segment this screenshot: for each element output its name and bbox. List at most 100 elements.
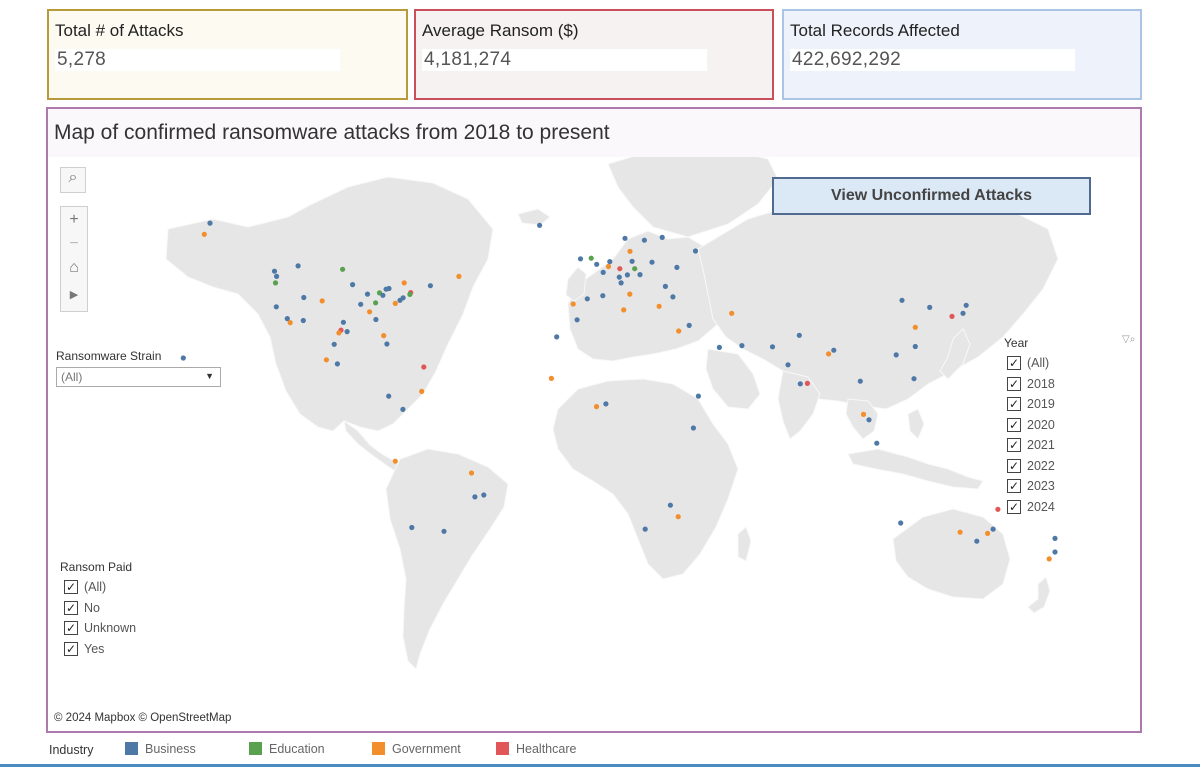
attack-point-business[interactable] — [618, 280, 624, 286]
checkbox-checked-icon[interactable]: ✓ — [1007, 397, 1021, 411]
checkbox-checked-icon[interactable]: ✓ — [64, 621, 78, 635]
attack-point-business[interactable] — [670, 294, 676, 300]
attack-point-business[interactable] — [603, 401, 609, 407]
attack-point-government[interactable] — [656, 303, 662, 309]
attack-point-business[interactable] — [616, 274, 622, 280]
attack-point-business[interactable] — [358, 301, 364, 307]
attack-point-government[interactable] — [367, 309, 373, 315]
attack-point-government[interactable] — [336, 330, 342, 336]
year-option[interactable]: ✓ 2023 — [1005, 478, 1055, 499]
attack-point-business[interactable] — [785, 362, 791, 368]
year-option[interactable]: ✓ (All) — [1005, 355, 1055, 376]
attack-point-business[interactable] — [960, 310, 966, 316]
attack-point-government[interactable] — [860, 411, 867, 417]
attack-point-business[interactable] — [600, 293, 606, 299]
checkbox-checked-icon[interactable]: ✓ — [64, 600, 78, 615]
attack-point-government[interactable] — [605, 263, 612, 270]
attack-point-education[interactable] — [632, 266, 638, 272]
attack-point-business[interactable] — [912, 343, 918, 350]
checkbox-checked-icon[interactable]: ✓ — [1007, 417, 1021, 432]
attack-point-government[interactable] — [401, 280, 407, 286]
checkbox-checked-icon[interactable]: ✓ — [64, 641, 78, 656]
attack-point-business[interactable] — [716, 344, 723, 350]
attack-point-business[interactable] — [866, 417, 872, 423]
attack-point-education[interactable] — [272, 280, 279, 286]
attack-point-business[interactable] — [857, 378, 863, 384]
attack-point-business[interactable] — [649, 259, 655, 265]
attack-point-business[interactable] — [409, 524, 415, 531]
attack-point-business[interactable] — [295, 263, 301, 269]
attack-point-business[interactable] — [344, 329, 350, 335]
attack-point-healthcare[interactable] — [421, 364, 427, 370]
attack-point-business[interactable] — [1052, 549, 1058, 555]
attack-point-government[interactable] — [468, 470, 475, 476]
attack-point-business[interactable] — [695, 393, 702, 399]
attack-point-government[interactable] — [627, 291, 633, 297]
attack-point-business[interactable] — [481, 492, 487, 498]
attack-point-business[interactable] — [600, 269, 606, 275]
attack-point-government[interactable] — [593, 404, 600, 410]
attack-point-government[interactable] — [323, 357, 329, 363]
attack-point-education[interactable] — [340, 266, 346, 272]
attack-point-government[interactable] — [570, 301, 576, 307]
attack-point-government[interactable] — [676, 328, 682, 334]
attack-point-healthcare[interactable] — [995, 506, 1001, 512]
attack-point-business[interactable] — [674, 264, 680, 270]
checkbox-checked-icon[interactable]: ✓ — [1007, 356, 1021, 370]
year-option[interactable]: ✓ 2024 — [1005, 499, 1055, 520]
checkbox-checked-icon[interactable]: ✓ — [64, 580, 78, 594]
expand-toolbar-button[interactable]: ▶ — [64, 285, 84, 305]
attack-point-government[interactable] — [381, 333, 387, 339]
attack-point-business[interactable] — [427, 283, 433, 289]
reset-map-button[interactable]: ⌂ — [64, 258, 84, 278]
attack-point-healthcare[interactable] — [617, 266, 623, 272]
attack-point-government[interactable] — [1046, 556, 1052, 562]
attack-point-business[interactable] — [554, 334, 560, 340]
attack-point-business[interactable] — [831, 347, 837, 353]
ransom-paid-option[interactable]: ✓ Unknown — [62, 620, 136, 641]
attack-point-government[interactable] — [456, 273, 462, 279]
attack-point-business[interactable] — [893, 352, 899, 358]
attack-point-government[interactable] — [287, 320, 293, 326]
attack-point-government[interactable] — [392, 300, 398, 306]
attack-point-business[interactable] — [641, 237, 648, 243]
map-attribution[interactable]: © 2024 Mapbox © OpenStreetMap — [54, 712, 232, 724]
checkbox-checked-icon[interactable]: ✓ — [1007, 458, 1021, 473]
attack-point-business[interactable] — [624, 272, 631, 278]
attack-point-business[interactable] — [380, 292, 386, 298]
ransom-paid-option[interactable]: ✓ No — [62, 600, 136, 621]
attack-point-business[interactable] — [584, 296, 590, 302]
filter-search-icon[interactable]: ▽⌕ — [1122, 334, 1136, 345]
zoom-in-button[interactable]: + — [64, 210, 84, 230]
year-option[interactable]: ✓ 2020 — [1005, 417, 1055, 438]
attack-point-business[interactable] — [472, 494, 478, 500]
attack-point-business[interactable] — [364, 291, 371, 297]
strain-dropdown[interactable]: (All) ▼ — [56, 367, 221, 387]
attack-point-business[interactable] — [340, 319, 346, 325]
attack-point-business[interactable] — [274, 273, 280, 279]
year-option[interactable]: ✓ 2019 — [1005, 396, 1055, 417]
year-option[interactable]: ✓ 2021 — [1005, 437, 1055, 458]
attack-point-business[interactable] — [796, 332, 802, 338]
attack-point-government[interactable] — [729, 310, 735, 316]
attack-point-business[interactable] — [284, 316, 290, 322]
year-option[interactable]: ✓ 2022 — [1005, 458, 1055, 479]
attack-point-government[interactable] — [912, 324, 918, 330]
attack-point-business[interactable] — [692, 248, 699, 254]
attack-point-business[interactable] — [441, 528, 447, 534]
attack-point-business[interactable] — [642, 526, 648, 532]
attack-point-government[interactable] — [548, 375, 554, 381]
attack-point-business[interactable] — [577, 256, 584, 262]
attack-point-business[interactable] — [990, 526, 996, 532]
attack-point-education[interactable] — [373, 300, 379, 306]
attack-point-government[interactable] — [627, 248, 633, 254]
attack-point-government[interactable] — [319, 298, 325, 304]
attack-point-business[interactable] — [400, 406, 406, 412]
attack-point-healthcare[interactable] — [949, 313, 955, 319]
attack-point-education[interactable] — [588, 255, 594, 261]
attack-point-business[interactable] — [574, 317, 580, 323]
attack-point-healthcare[interactable] — [804, 380, 811, 386]
ransom-paid-option[interactable]: ✓ Yes — [62, 641, 136, 662]
map-search-button[interactable]: ⌕ — [60, 167, 86, 193]
world-map[interactable] — [48, 157, 1140, 731]
